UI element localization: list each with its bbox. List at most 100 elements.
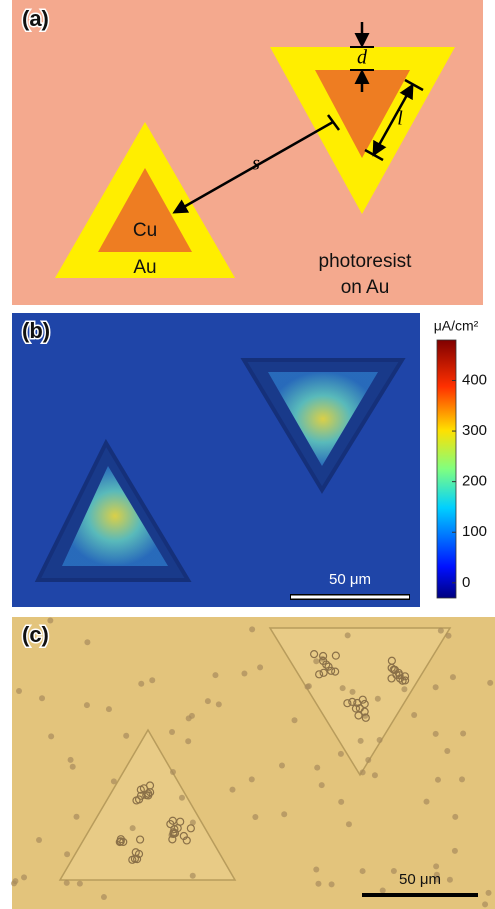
figure: (a) d l s Cu Au photoresist on Au 50 μm … bbox=[0, 0, 495, 909]
particle bbox=[452, 848, 458, 854]
particle bbox=[190, 873, 196, 879]
dimension-label: l bbox=[397, 108, 403, 130]
particle bbox=[185, 738, 191, 744]
colorbar-tick-label: 0 bbox=[462, 574, 470, 591]
particle bbox=[84, 702, 90, 708]
panel-c: 50 μm (c) bbox=[11, 617, 495, 909]
particle bbox=[205, 698, 211, 704]
particle bbox=[329, 881, 335, 887]
particle bbox=[424, 799, 430, 805]
particle bbox=[435, 777, 441, 783]
particle bbox=[445, 633, 451, 639]
particle bbox=[401, 686, 407, 692]
particle bbox=[101, 894, 107, 900]
particle bbox=[306, 683, 312, 689]
particle bbox=[444, 748, 450, 754]
particle bbox=[372, 772, 378, 778]
particle bbox=[345, 632, 351, 638]
metal-label: Cu bbox=[133, 220, 157, 241]
particle bbox=[249, 776, 255, 782]
particle bbox=[84, 639, 90, 645]
particle bbox=[338, 799, 344, 805]
particle bbox=[252, 814, 258, 820]
particle bbox=[460, 730, 466, 736]
particle bbox=[179, 795, 185, 801]
particle bbox=[486, 890, 492, 896]
colorbar-tick-label: 400 bbox=[462, 371, 487, 388]
particle bbox=[433, 731, 439, 737]
particle bbox=[123, 733, 129, 739]
particle bbox=[482, 901, 488, 907]
particle bbox=[229, 787, 235, 793]
colorbar-tick-label: 300 bbox=[462, 422, 487, 439]
particle bbox=[64, 880, 70, 886]
particle bbox=[358, 738, 364, 744]
panel-label: (b) bbox=[22, 318, 50, 343]
particle bbox=[292, 717, 298, 723]
scale-bar-label: 50 μm bbox=[399, 871, 441, 888]
photoresist-label: photoresist bbox=[319, 251, 413, 272]
particle bbox=[360, 769, 366, 775]
particle bbox=[314, 765, 320, 771]
particle bbox=[241, 671, 247, 677]
dimension-label: d bbox=[357, 47, 368, 69]
particle bbox=[16, 688, 22, 694]
particle bbox=[313, 866, 319, 872]
panel-label: (a) bbox=[22, 6, 49, 31]
particle bbox=[186, 715, 192, 721]
particle bbox=[433, 863, 439, 869]
particle bbox=[411, 712, 417, 718]
particle bbox=[257, 664, 263, 670]
particle bbox=[68, 757, 74, 763]
particle bbox=[313, 658, 319, 664]
particle bbox=[77, 881, 83, 887]
panel-a: (a) d l s Cu Au photoresist on Au bbox=[12, 0, 483, 305]
colorbar-tick-label: 200 bbox=[462, 473, 487, 490]
particle bbox=[21, 874, 27, 880]
metal-label: Au bbox=[133, 257, 156, 278]
particle bbox=[450, 674, 456, 680]
particle bbox=[149, 677, 155, 683]
particle bbox=[36, 837, 42, 843]
particle bbox=[487, 680, 493, 686]
particle bbox=[350, 689, 356, 695]
panel-label: (c) bbox=[22, 622, 49, 647]
particle bbox=[365, 757, 371, 763]
particle bbox=[70, 764, 76, 770]
particle bbox=[130, 825, 136, 831]
particle bbox=[138, 681, 144, 687]
particle bbox=[12, 878, 18, 884]
colorbar-unit: μA/cm² bbox=[434, 318, 479, 334]
scale-bar-label: 50 μm bbox=[329, 571, 371, 588]
particle bbox=[212, 672, 218, 678]
particle bbox=[459, 776, 465, 782]
particle bbox=[452, 814, 458, 820]
particle bbox=[48, 733, 54, 739]
particle bbox=[111, 778, 117, 784]
particle bbox=[281, 811, 287, 817]
particle bbox=[170, 769, 176, 775]
particle bbox=[380, 887, 386, 893]
particle bbox=[64, 851, 70, 857]
particle bbox=[338, 751, 344, 757]
particle bbox=[360, 868, 366, 874]
particle bbox=[433, 684, 439, 690]
particle bbox=[279, 763, 285, 769]
particle bbox=[346, 821, 352, 827]
particle bbox=[169, 729, 175, 735]
particle bbox=[391, 868, 397, 874]
particle bbox=[216, 701, 222, 707]
particle bbox=[315, 881, 321, 887]
particle bbox=[340, 685, 346, 691]
colorbar-tick-label: 100 bbox=[462, 523, 487, 540]
colorbar bbox=[437, 340, 456, 598]
particle bbox=[249, 626, 255, 632]
particle bbox=[438, 628, 444, 634]
particle bbox=[74, 814, 80, 820]
panel-b: 50 μm (b) μA/cm² bbox=[12, 313, 479, 607]
particle bbox=[319, 782, 325, 788]
particle bbox=[39, 695, 45, 701]
dimension-label: s bbox=[252, 153, 260, 175]
particle bbox=[375, 696, 381, 702]
particle bbox=[447, 877, 453, 883]
